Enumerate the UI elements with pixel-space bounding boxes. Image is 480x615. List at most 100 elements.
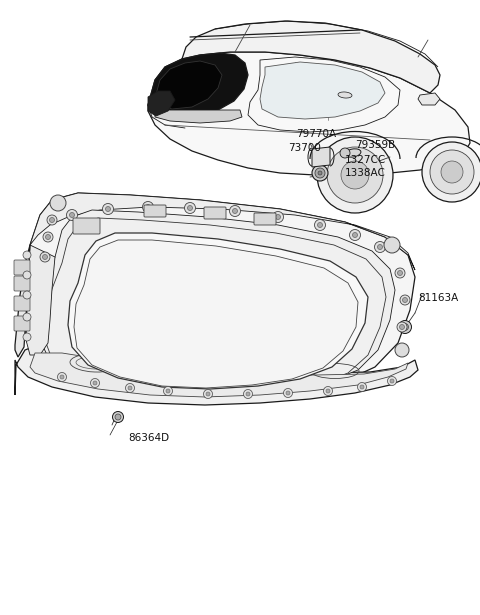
Circle shape xyxy=(397,271,403,276)
Circle shape xyxy=(395,343,409,357)
Polygon shape xyxy=(15,345,418,405)
Ellipse shape xyxy=(345,149,361,157)
Circle shape xyxy=(232,208,238,213)
Circle shape xyxy=(229,205,240,216)
Circle shape xyxy=(384,237,400,253)
Circle shape xyxy=(390,379,394,383)
Polygon shape xyxy=(148,53,248,120)
Circle shape xyxy=(184,202,195,213)
Circle shape xyxy=(314,220,325,231)
FancyBboxPatch shape xyxy=(14,260,30,275)
FancyBboxPatch shape xyxy=(14,296,30,311)
Circle shape xyxy=(166,389,170,393)
Circle shape xyxy=(374,242,385,253)
Circle shape xyxy=(58,373,67,381)
Circle shape xyxy=(125,384,134,392)
Circle shape xyxy=(327,147,383,203)
Circle shape xyxy=(349,229,360,240)
Circle shape xyxy=(23,333,31,341)
Polygon shape xyxy=(30,193,415,270)
Circle shape xyxy=(46,234,50,239)
Circle shape xyxy=(318,171,322,175)
Circle shape xyxy=(358,383,367,392)
Circle shape xyxy=(67,210,77,221)
Text: 73700: 73700 xyxy=(288,143,321,153)
Polygon shape xyxy=(26,193,415,397)
Polygon shape xyxy=(68,233,368,389)
Circle shape xyxy=(23,251,31,259)
FancyBboxPatch shape xyxy=(204,207,226,219)
Circle shape xyxy=(50,195,66,211)
Circle shape xyxy=(395,268,405,278)
Polygon shape xyxy=(155,61,222,109)
Circle shape xyxy=(43,232,53,242)
Text: 86364D: 86364D xyxy=(128,433,169,443)
Polygon shape xyxy=(155,110,242,123)
Text: 1338AC: 1338AC xyxy=(345,168,386,178)
Circle shape xyxy=(91,378,99,387)
Circle shape xyxy=(360,385,364,389)
Circle shape xyxy=(103,204,113,215)
Circle shape xyxy=(188,205,192,210)
Polygon shape xyxy=(30,353,408,397)
Circle shape xyxy=(93,381,97,385)
Polygon shape xyxy=(46,218,386,396)
Circle shape xyxy=(324,386,333,395)
Circle shape xyxy=(317,137,393,213)
Circle shape xyxy=(317,223,323,228)
Circle shape xyxy=(112,411,123,423)
FancyBboxPatch shape xyxy=(73,218,100,234)
Circle shape xyxy=(430,150,474,194)
Circle shape xyxy=(40,252,50,262)
Polygon shape xyxy=(418,93,440,105)
Circle shape xyxy=(341,161,369,189)
Circle shape xyxy=(400,295,410,305)
Circle shape xyxy=(315,168,325,178)
Text: 1327CC: 1327CC xyxy=(345,155,386,165)
Circle shape xyxy=(23,291,31,299)
Circle shape xyxy=(273,212,284,223)
Circle shape xyxy=(286,391,290,395)
Circle shape xyxy=(422,142,480,202)
Polygon shape xyxy=(74,240,358,388)
FancyBboxPatch shape xyxy=(14,316,30,331)
Circle shape xyxy=(398,320,411,333)
Circle shape xyxy=(60,375,64,379)
Circle shape xyxy=(276,215,280,220)
Circle shape xyxy=(352,232,358,237)
Polygon shape xyxy=(312,147,330,167)
Circle shape xyxy=(397,322,407,332)
Text: 79359B: 79359B xyxy=(355,140,395,150)
Circle shape xyxy=(43,255,48,260)
Circle shape xyxy=(106,207,110,212)
Circle shape xyxy=(387,376,396,386)
Circle shape xyxy=(326,389,330,393)
Polygon shape xyxy=(148,52,470,175)
Circle shape xyxy=(403,298,408,303)
Circle shape xyxy=(49,218,55,223)
Circle shape xyxy=(164,386,172,395)
Circle shape xyxy=(145,205,151,210)
FancyBboxPatch shape xyxy=(14,276,30,291)
FancyBboxPatch shape xyxy=(254,213,276,225)
Polygon shape xyxy=(148,91,175,116)
Circle shape xyxy=(143,202,154,213)
Polygon shape xyxy=(40,210,395,395)
Circle shape xyxy=(23,271,31,279)
Polygon shape xyxy=(15,245,30,357)
Ellipse shape xyxy=(338,92,352,98)
Circle shape xyxy=(312,165,328,181)
Circle shape xyxy=(246,392,250,396)
Text: 79770A: 79770A xyxy=(296,129,336,139)
Circle shape xyxy=(401,323,408,330)
Circle shape xyxy=(377,245,383,250)
Polygon shape xyxy=(260,62,385,119)
Circle shape xyxy=(23,313,31,321)
Circle shape xyxy=(115,414,121,420)
Circle shape xyxy=(206,392,210,396)
Polygon shape xyxy=(26,245,55,355)
Circle shape xyxy=(399,325,405,330)
Circle shape xyxy=(204,389,213,399)
Text: 81163A: 81163A xyxy=(418,293,458,303)
FancyBboxPatch shape xyxy=(144,205,166,217)
